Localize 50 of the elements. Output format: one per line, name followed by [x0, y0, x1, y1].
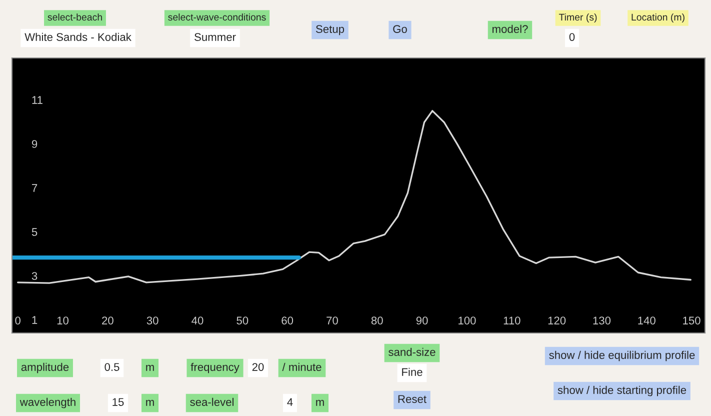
- text: 0: [569, 33, 575, 41]
- text: / minute: [282, 362, 322, 371]
- text: Location (m): [632, 13, 684, 23]
- x-tick-label: 30: [146, 316, 158, 324]
- text: frequency: [190, 362, 240, 374]
- x-tick-label: 60: [282, 316, 294, 324]
- text: m: [316, 400, 324, 406]
- text: sand-size: [388, 348, 436, 356]
- text: amplitude: [21, 362, 69, 374]
- y-tick-label: 9: [32, 140, 38, 148]
- x-tick-label: 40: [192, 316, 204, 324]
- x-tick-label: 20: [102, 316, 114, 324]
- text: m: [146, 400, 154, 406]
- text: 0.5: [104, 363, 120, 371]
- y-tick-label: 3: [32, 272, 38, 280]
- line-series: [17, 110, 692, 284]
- x-tick-label: 50: [236, 316, 248, 324]
- text: m: [146, 364, 154, 371]
- text: 4: [287, 398, 293, 406]
- x-tick-label: 120: [548, 316, 566, 324]
- text: 15: [112, 398, 124, 406]
- text: sea-level: [190, 398, 234, 406]
- text: select-beach: [48, 13, 102, 21]
- text: Reset: [398, 395, 426, 403]
- y-tick-label: 5: [32, 228, 38, 236]
- text: wavelength: [20, 398, 76, 408]
- text: Fine: [402, 368, 422, 376]
- text: Timer (s): [558, 13, 597, 23]
- x-tick-label: 140: [638, 316, 656, 324]
- text: 20: [252, 363, 264, 371]
- text: Go: [393, 25, 407, 33]
- x-tick-label: 10: [57, 316, 68, 324]
- x-tick-label: 80: [371, 316, 383, 324]
- x-tick-label: 130: [593, 316, 611, 324]
- text: Summer: [194, 33, 236, 41]
- x-tick-label: 90: [416, 316, 428, 324]
- text: select-wave-conditions: [168, 13, 266, 21]
- x-tick-label: 100: [458, 316, 476, 324]
- x-tick-label: 70: [326, 316, 338, 324]
- text: show / hide equilibrium profile: [549, 350, 695, 362]
- text: show / hide starting profile: [558, 386, 686, 396]
- y-tick-label: 1: [32, 316, 38, 324]
- x-tick-label: 150: [683, 316, 700, 324]
- x-tick-label: 110: [504, 316, 520, 324]
- y-tick-label: 7: [32, 184, 38, 192]
- text: Setup: [316, 25, 344, 36]
- text: model?: [492, 24, 528, 33]
- x-tick-label: 0: [15, 316, 20, 324]
- text: White Sands - Kodiak: [24, 32, 132, 41]
- y-tick-label: 11: [32, 96, 42, 104]
